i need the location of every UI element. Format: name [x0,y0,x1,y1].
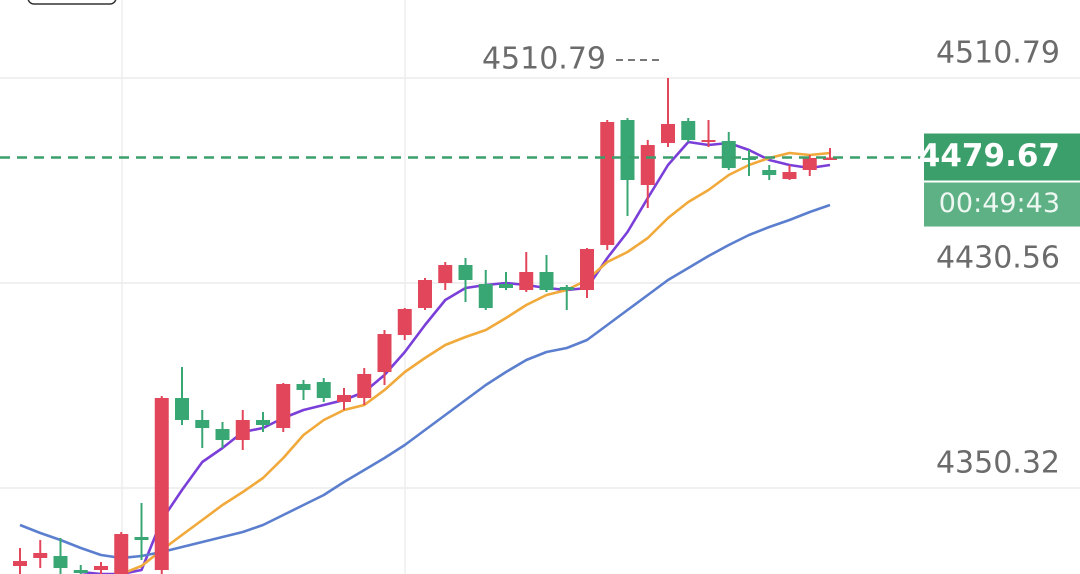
candle-body [782,172,797,180]
candle-body [256,420,270,426]
candle-body [235,420,250,441]
candle-body [175,398,189,421]
candle-body [519,272,534,291]
candle-body [357,373,372,399]
candle-body [721,141,736,169]
candle-body [154,398,169,571]
y-tick-label: 4350.32 [936,445,1060,480]
candle-body [681,121,696,141]
high-marker-label: 4510.79 [482,42,606,77]
candle-body [458,265,473,280]
y-tick-label: 4510.79 [936,36,1060,71]
countdown-box [924,182,1080,227]
candle-body [499,284,513,288]
last-price-box [924,133,1080,181]
last-price-label: 4479.67 [919,138,1060,174]
candle-body [397,308,412,336]
candle-body [600,121,615,245]
candle-body [418,279,432,309]
candle-body [13,561,27,567]
candle-body [823,157,837,160]
candle-body [276,384,291,429]
candle-body [580,249,594,291]
candle-body [640,144,655,186]
candle-body [94,566,108,571]
candle-body [195,420,210,429]
candle-body [53,556,68,569]
candle-body [114,534,129,574]
candle-body [438,265,453,284]
y-tick-label: 4430.56 [936,240,1060,275]
overlay: 4350.32 4430.56 4510.79 4510.79 4479.67 00:49… [0,36,1080,480]
candle-body [73,570,88,574]
candle-body [620,120,635,180]
candle-body [661,123,675,144]
candle-body [559,287,574,291]
candle-body [337,394,351,402]
candles [13,78,837,574]
moving-average-line [120,151,831,574]
candle-body [478,284,493,309]
toolbar-button[interactable] [27,0,117,5]
candle-body [742,157,756,160]
candle-body [802,157,817,171]
candle-body [296,384,311,391]
candle-body [134,537,149,541]
candle-body [33,552,48,559]
candle-body [701,140,716,143]
candle-body [539,272,554,291]
candle-body [762,170,777,176]
candle-body [377,334,392,373]
moving-average-line [80,140,831,574]
candle-body [316,381,331,399]
candle-body [215,429,230,441]
countdown-label: 00:49:43 [939,188,1060,219]
